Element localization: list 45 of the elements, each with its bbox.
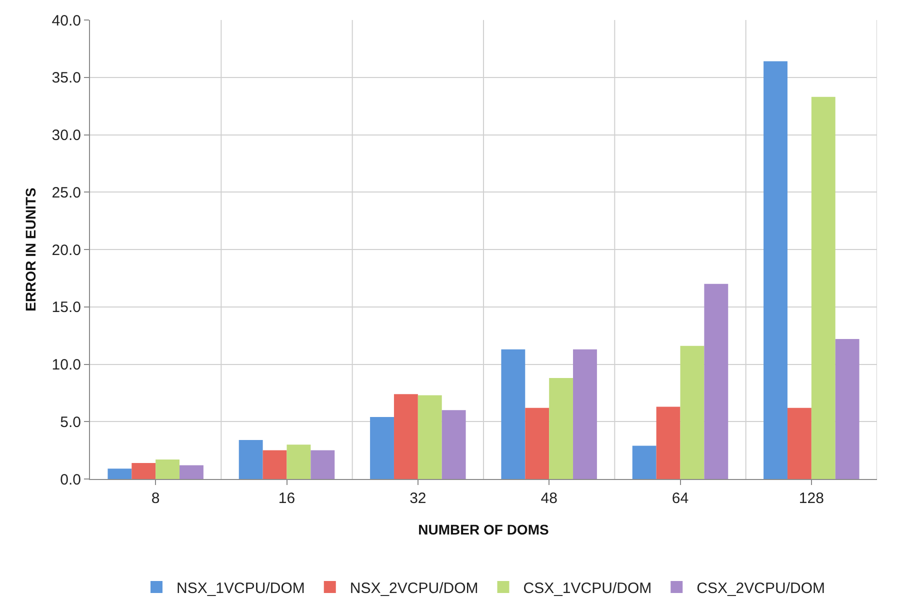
bar	[132, 462, 156, 479]
x-tick-label: 128	[798, 490, 824, 507]
bar	[180, 465, 204, 479]
legend-label: CSX_1VCPU/DOM	[523, 580, 652, 597]
bar	[680, 346, 704, 479]
bar	[525, 408, 550, 479]
x-axis-title: NUMBER OF DOMS	[418, 521, 549, 538]
legend-label: NSX_2VCPU/DOM	[350, 580, 478, 597]
y-tick-label: 10.0	[52, 356, 81, 374]
legend-label: CSX_2VCPU/DOM	[696, 580, 825, 597]
y-tick-label: 25.0	[52, 184, 81, 202]
bar	[418, 395, 442, 479]
x-tick-label: 64	[672, 490, 689, 507]
x-tick-label: 16	[278, 490, 296, 507]
bar	[811, 96, 836, 479]
bar	[310, 450, 335, 479]
bar	[501, 349, 526, 479]
y-tick-label: 30.0	[52, 127, 81, 144]
y-tick-label: 0.0	[60, 471, 81, 488]
bar	[549, 378, 574, 479]
bar	[442, 410, 466, 479]
x-tick-label: 8	[151, 490, 160, 507]
y-tick-label: 20.0	[52, 242, 81, 259]
y-tick-label: 5.0	[60, 414, 81, 431]
bar	[394, 394, 418, 479]
y-tick-label: 35.0	[52, 70, 81, 87]
x-tick-label: 32	[410, 490, 426, 507]
bar	[704, 284, 728, 479]
bar	[238, 440, 263, 479]
bar	[764, 61, 788, 479]
y-axis-title: ERROR IN EUNITS	[22, 188, 38, 312]
bar	[156, 459, 180, 479]
bar	[787, 408, 812, 479]
bar	[108, 468, 132, 479]
x-tick-label: 48	[540, 490, 558, 507]
bar	[573, 349, 597, 479]
y-tick-label: 40.0	[52, 12, 81, 30]
y-tick-label: 15.0	[52, 299, 81, 316]
bar	[262, 450, 287, 479]
legend-label: NSX_1VCPU/DOM	[176, 580, 305, 597]
bar	[656, 406, 680, 479]
bar	[835, 339, 860, 479]
bar	[632, 446, 656, 479]
bar	[286, 444, 311, 479]
bar	[370, 417, 394, 479]
